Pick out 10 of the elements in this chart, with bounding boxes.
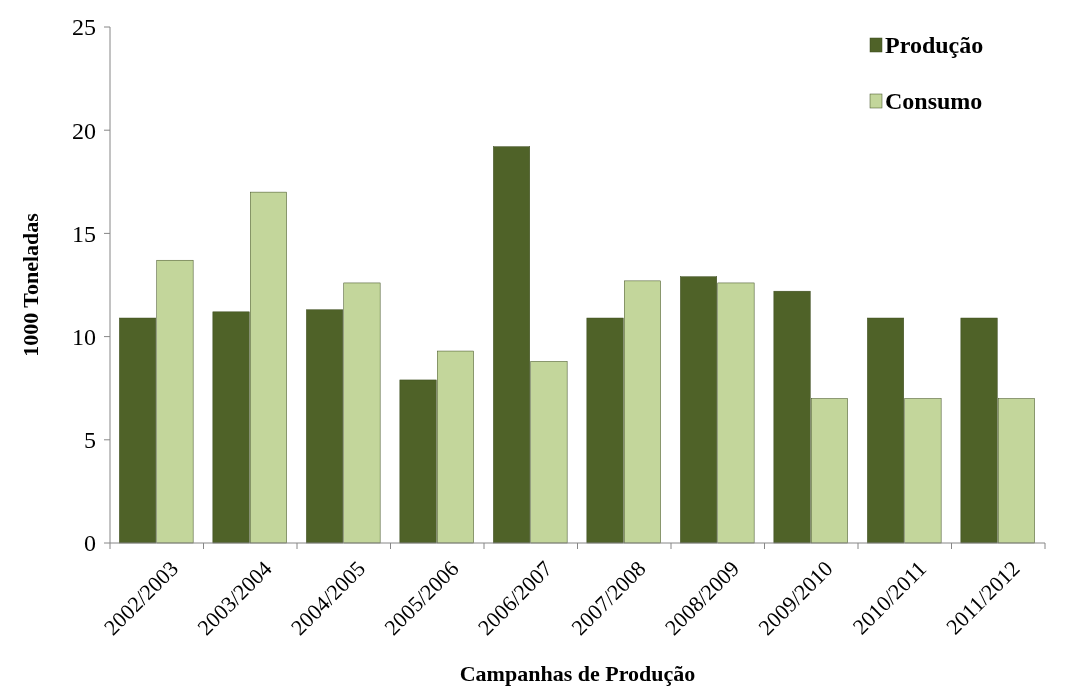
y-tick-label: 5 — [84, 427, 96, 454]
y-tick-label: 15 — [72, 220, 96, 247]
y-axis-title: 1000 Toneladas — [18, 212, 43, 357]
y-tick-label: 20 — [72, 117, 96, 144]
y-tick-label: 10 — [72, 324, 96, 350]
y-tick-label: 25 — [72, 14, 96, 41]
x-axis-title: Campanhas de Produção — [459, 661, 696, 686]
legend-label: Consumo — [885, 88, 983, 115]
y-tick-label: 0 — [84, 530, 96, 557]
legend-label: Produção — [885, 32, 984, 59]
